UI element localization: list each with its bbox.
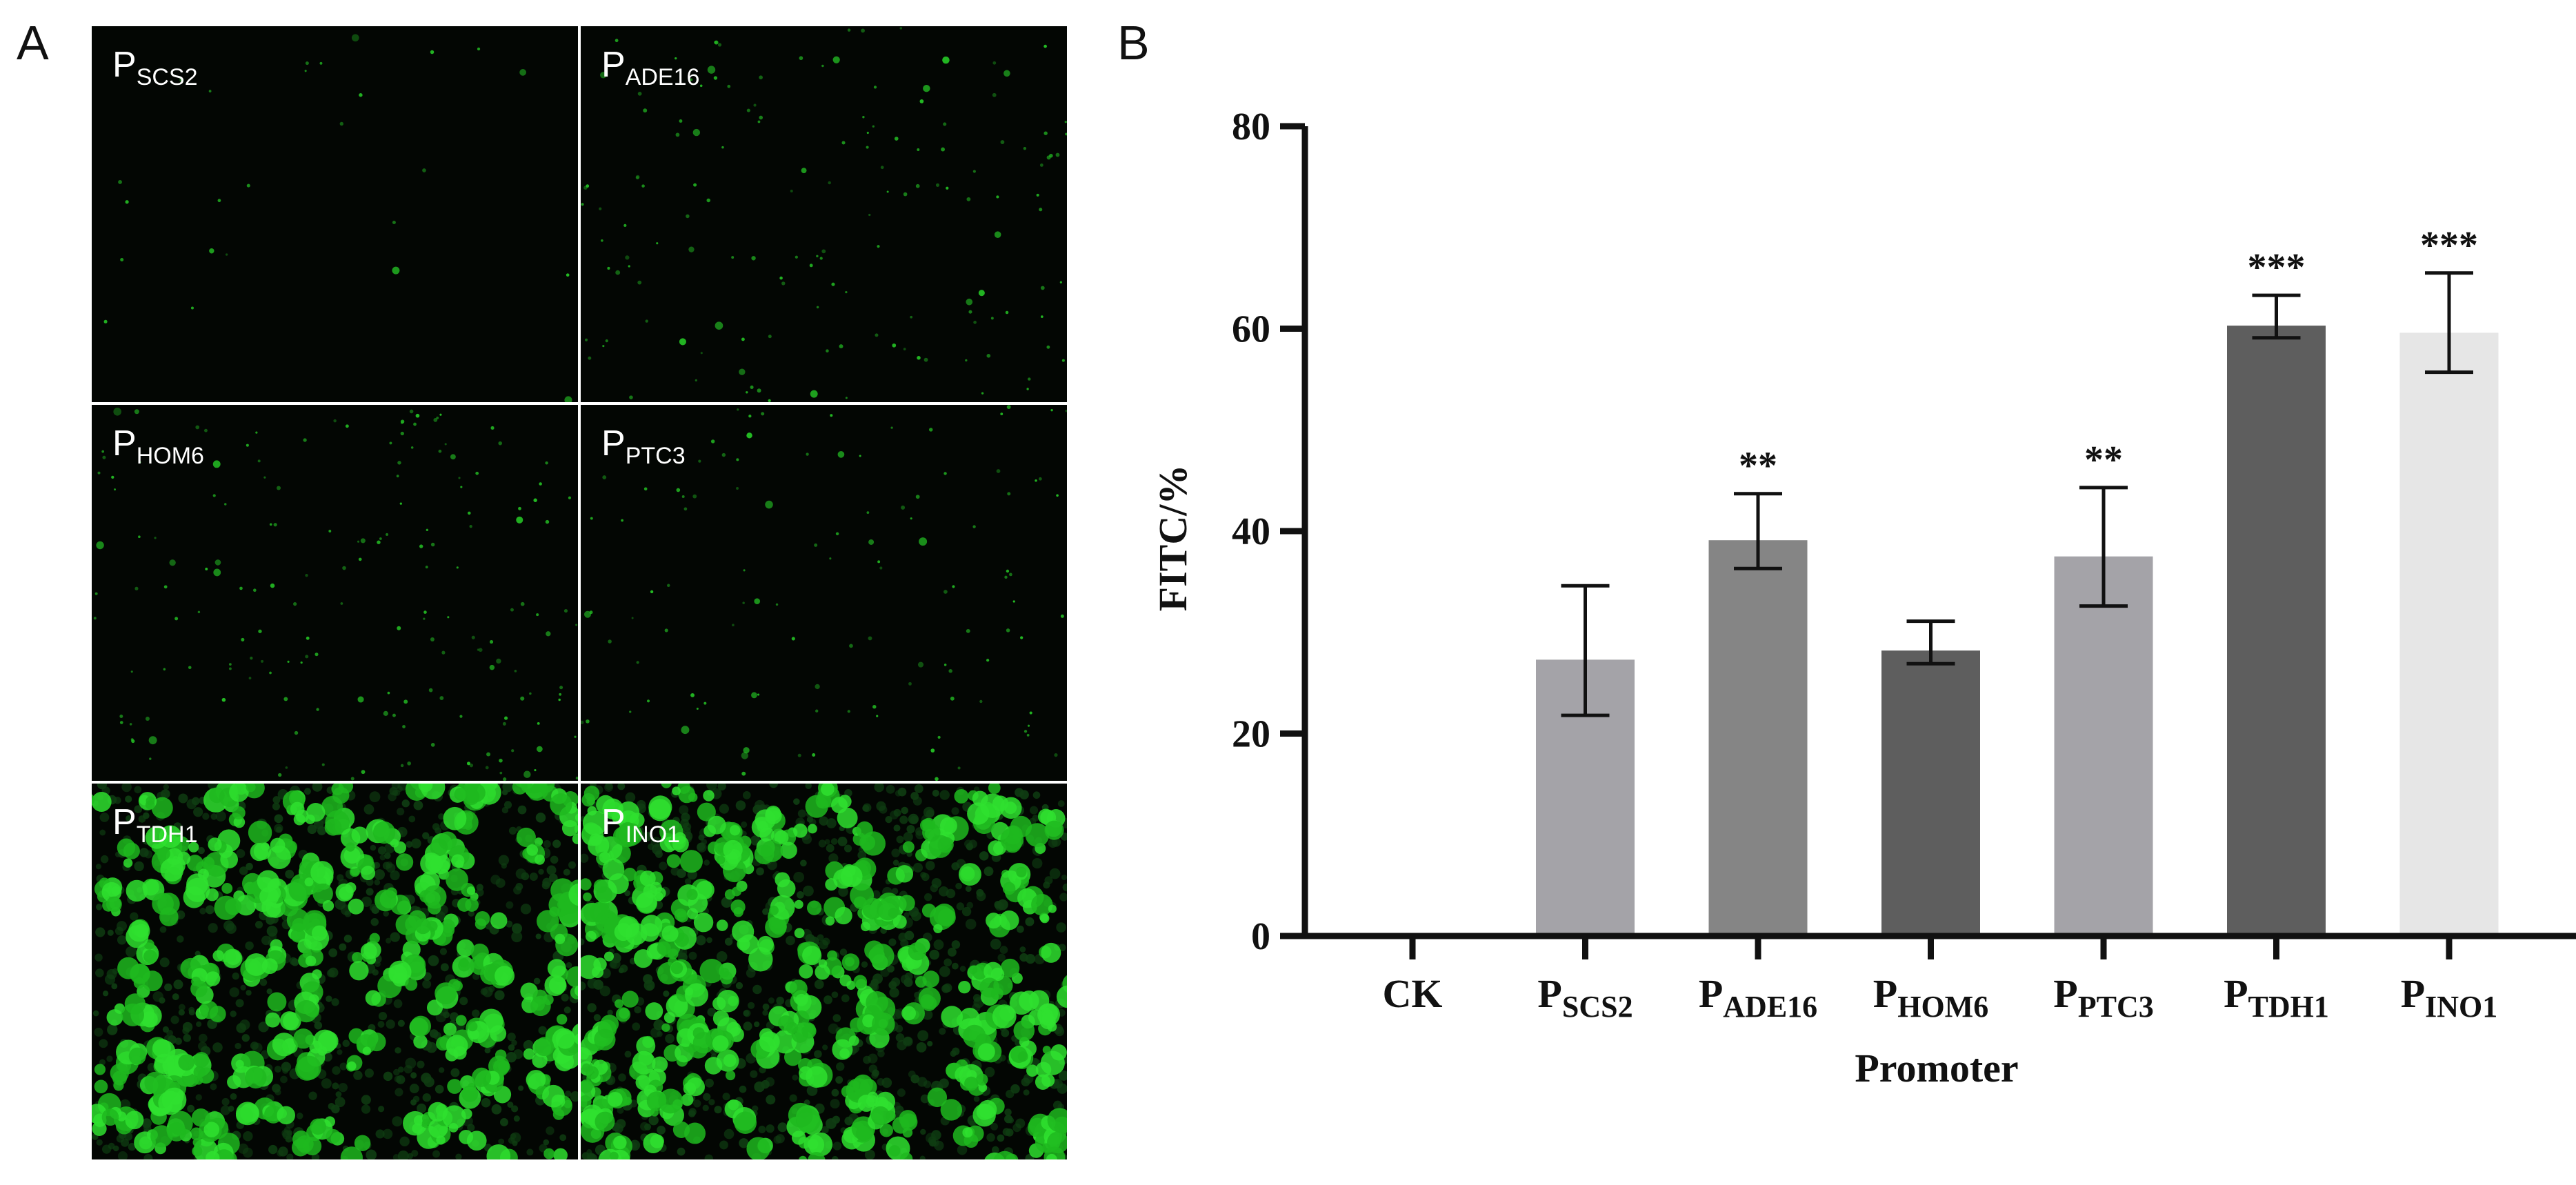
fluorescence-image bbox=[92, 784, 578, 1159]
fluorescence-image bbox=[581, 27, 1067, 402]
bar bbox=[2054, 556, 2153, 936]
panel-b-letter: B bbox=[1117, 16, 1150, 70]
bar bbox=[2227, 326, 2326, 936]
x-tick-label: PINO1 bbox=[2401, 971, 2498, 1024]
micrograph-label: PHOM6 bbox=[112, 424, 204, 469]
error-bar bbox=[2079, 486, 2128, 608]
micrograph-cell: PTDH1 bbox=[92, 784, 578, 1159]
error-bar bbox=[2252, 293, 2301, 340]
fluorescence-image bbox=[581, 784, 1067, 1159]
micrograph-cell: PSCS2 bbox=[92, 26, 578, 402]
micrograph-cell: PINO1 bbox=[581, 784, 1067, 1159]
significance-label: *** bbox=[2420, 224, 2478, 267]
x-tick-label: PPTC3 bbox=[2053, 971, 2153, 1024]
error-bar bbox=[1561, 584, 1610, 717]
x-tick-label: PADE16 bbox=[1699, 971, 1817, 1024]
micrograph-cell: PPTC3 bbox=[581, 405, 1067, 781]
fluorescence-image bbox=[93, 408, 578, 781]
x-tick-label: PTDH1 bbox=[2224, 971, 2329, 1024]
micrograph-label: PSCS2 bbox=[112, 45, 198, 90]
x-tick-label: PSCS2 bbox=[1537, 971, 1633, 1024]
micrograph-label: PINO1 bbox=[601, 802, 681, 848]
y-tick-label: 80 bbox=[1232, 106, 1270, 148]
micrograph-cell: PADE16 bbox=[581, 26, 1067, 402]
bars-layer bbox=[1536, 326, 2499, 936]
fluorescence-image bbox=[581, 405, 1067, 781]
x-axis-title: Promoter bbox=[1855, 1046, 2018, 1091]
bar bbox=[1881, 650, 1980, 936]
axes-layer bbox=[1280, 123, 2576, 959]
y-tick-label: 0 bbox=[1251, 915, 1270, 958]
x-tick-label: PHOM6 bbox=[1873, 971, 1988, 1024]
bar bbox=[1708, 540, 1808, 936]
bar bbox=[2399, 332, 2499, 936]
significance-label: ** bbox=[2084, 439, 2123, 481]
error-bar bbox=[1734, 492, 1782, 570]
fluorescence-image bbox=[103, 34, 572, 402]
y-axis-title: FITC/% bbox=[1150, 465, 1195, 612]
y-tick-label: 40 bbox=[1232, 510, 1270, 553]
micrograph-label: PADE16 bbox=[601, 45, 700, 90]
x-tick-label: CK bbox=[1383, 971, 1443, 1016]
micrograph-cell: PHOM6 bbox=[92, 405, 578, 781]
error-bars-layer bbox=[1561, 271, 2473, 717]
error-bar bbox=[1906, 619, 1955, 666]
significance-label: ** bbox=[1739, 445, 1777, 488]
y-tick-label: 60 bbox=[1232, 308, 1270, 351]
significance-label: *** bbox=[2248, 246, 2306, 289]
y-tick-label: 20 bbox=[1232, 713, 1270, 756]
panel-a-letter: A bbox=[17, 16, 49, 70]
micrograph-label: PPTC3 bbox=[601, 424, 686, 469]
micrograph-label: PTDH1 bbox=[112, 802, 198, 848]
error-bar bbox=[2425, 271, 2473, 375]
